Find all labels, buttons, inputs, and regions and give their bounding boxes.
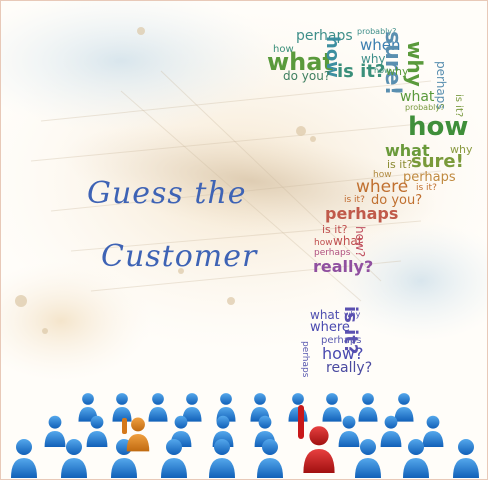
word-cloud-word: do you? bbox=[283, 69, 331, 83]
word-cloud-word: perhaps bbox=[325, 204, 399, 223]
title-line-2: Customer bbox=[101, 239, 258, 274]
person-icon bbox=[322, 393, 342, 422]
word-cloud-word: how bbox=[273, 44, 294, 55]
word-cloud-word: is it? bbox=[344, 195, 365, 205]
word-cloud-word: probably? bbox=[405, 103, 445, 112]
word-cloud-word: what bbox=[267, 48, 334, 76]
word-cloud-word: how bbox=[374, 66, 391, 75]
highlighted-person-arm bbox=[122, 418, 127, 434]
word-cloud-word: perhaps bbox=[321, 335, 362, 346]
word-cloud-word: why bbox=[403, 41, 427, 87]
person-icon bbox=[112, 393, 132, 422]
word-cloud-word: perhaps bbox=[314, 248, 351, 258]
word-cloud-word: is it? bbox=[322, 223, 348, 236]
person-icon bbox=[182, 393, 202, 422]
word-cloud-word: is it? bbox=[337, 61, 386, 82]
target-customer-icon bbox=[298, 405, 335, 473]
word-cloud-word: is it? bbox=[387, 158, 413, 171]
word-cloud-word: how bbox=[408, 112, 469, 142]
word-cloud-word: why bbox=[386, 65, 409, 78]
word-cloud-word: how bbox=[373, 170, 392, 180]
person-icon bbox=[358, 393, 378, 422]
word-cloud-word: how bbox=[314, 238, 333, 248]
person-icon bbox=[44, 415, 66, 447]
word-cloud-word: is it? bbox=[416, 183, 437, 193]
word-cloud-word: when bbox=[360, 36, 401, 54]
word-cloud-word: why bbox=[361, 52, 386, 66]
crowd-illustration bbox=[11, 393, 479, 478]
person-icon bbox=[338, 415, 360, 447]
person-icon bbox=[453, 439, 479, 478]
title-line-1: Guess the bbox=[87, 176, 247, 211]
word-cloud-word: why bbox=[344, 310, 361, 319]
person-icon bbox=[394, 393, 414, 422]
word-cloud-word: sure! bbox=[411, 151, 464, 172]
word-cloud-word: probably? bbox=[357, 27, 397, 36]
word-cloud-word: why bbox=[450, 143, 473, 156]
word-cloud-word: what bbox=[400, 89, 435, 105]
highlighted-person-icon bbox=[126, 417, 150, 452]
word-cloud-word: perhaps bbox=[403, 170, 456, 185]
word-cloud-word: where bbox=[310, 320, 350, 335]
word-cloud-word: really? bbox=[313, 257, 374, 276]
word-cloud-word: perhaps bbox=[300, 341, 310, 378]
person-icon bbox=[11, 439, 37, 478]
person-icon bbox=[422, 415, 444, 447]
word-cloud-word: how? bbox=[353, 226, 367, 258]
word-cloud-word: what bbox=[333, 234, 363, 248]
word-cloud-word: how? bbox=[322, 344, 364, 363]
word-cloud-word: where bbox=[356, 177, 409, 197]
person-icon bbox=[148, 393, 168, 422]
word-cloud-word: do you? bbox=[371, 193, 423, 208]
word-cloud-word: what bbox=[310, 308, 340, 322]
word-cloud-word: perhaps bbox=[296, 28, 353, 44]
word-cloud-word: what bbox=[385, 141, 430, 160]
word-cloud-word: really? bbox=[326, 360, 373, 376]
